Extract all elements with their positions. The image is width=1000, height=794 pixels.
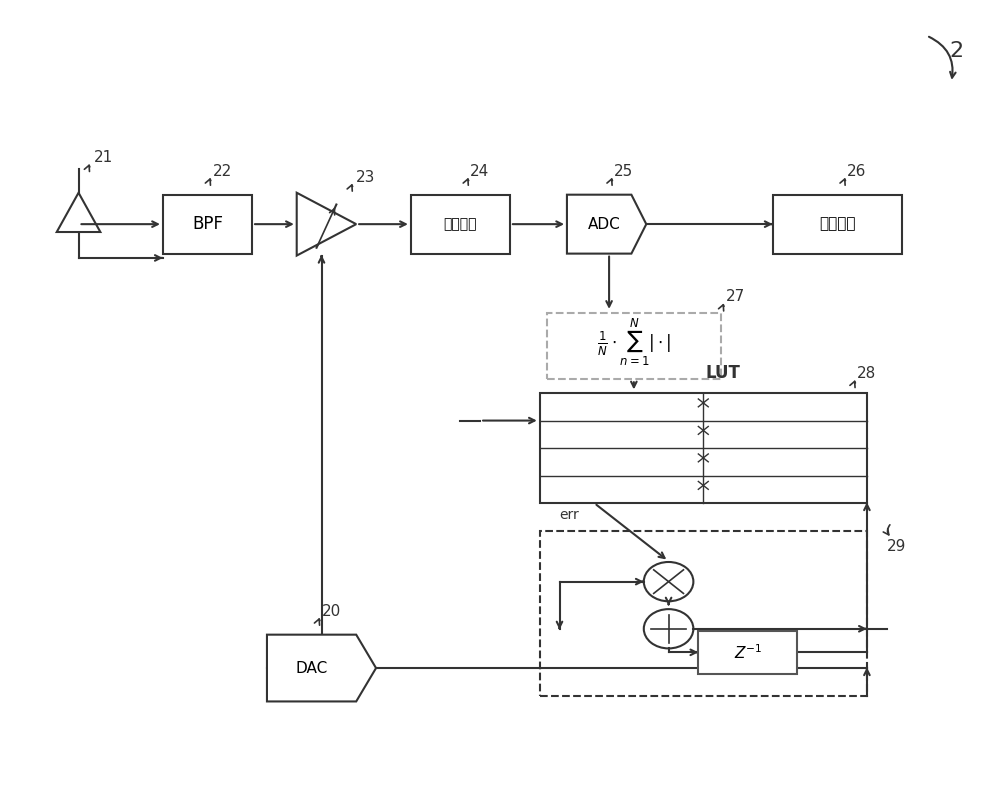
Text: DAC: DAC: [295, 661, 328, 676]
Text: 23: 23: [356, 169, 376, 184]
Text: $\frac{1}{N} \cdot \sum_{n=1}^{N} |\cdot|$: $\frac{1}{N} \cdot \sum_{n=1}^{N} |\cdot…: [597, 316, 671, 368]
Text: 24: 24: [470, 164, 490, 179]
Bar: [547, 313, 721, 380]
Bar: [411, 195, 510, 253]
Bar: [540, 530, 867, 696]
Text: err: err: [560, 508, 579, 522]
Text: ADC: ADC: [588, 217, 620, 232]
Text: 28: 28: [857, 366, 876, 381]
Text: LUT: LUT: [706, 364, 741, 383]
Bar: [163, 195, 252, 253]
Text: 25: 25: [614, 164, 633, 179]
Text: 基带模块: 基带模块: [819, 217, 855, 232]
Text: 21: 21: [93, 150, 113, 165]
Polygon shape: [57, 193, 100, 232]
Text: $Z^{-1}$: $Z^{-1}$: [734, 643, 762, 661]
Bar: [540, 393, 867, 503]
Polygon shape: [567, 195, 646, 253]
Text: 下混频器: 下混频器: [444, 217, 477, 231]
Text: 20: 20: [322, 603, 341, 619]
Text: 27: 27: [726, 289, 745, 304]
Text: 26: 26: [847, 164, 866, 179]
Bar: [773, 195, 902, 253]
Text: 2: 2: [949, 41, 963, 61]
Text: 22: 22: [212, 164, 232, 179]
Text: BPF: BPF: [192, 215, 223, 233]
Polygon shape: [267, 634, 376, 701]
Polygon shape: [297, 193, 356, 256]
Text: 29: 29: [887, 539, 906, 553]
Bar: [698, 630, 797, 674]
